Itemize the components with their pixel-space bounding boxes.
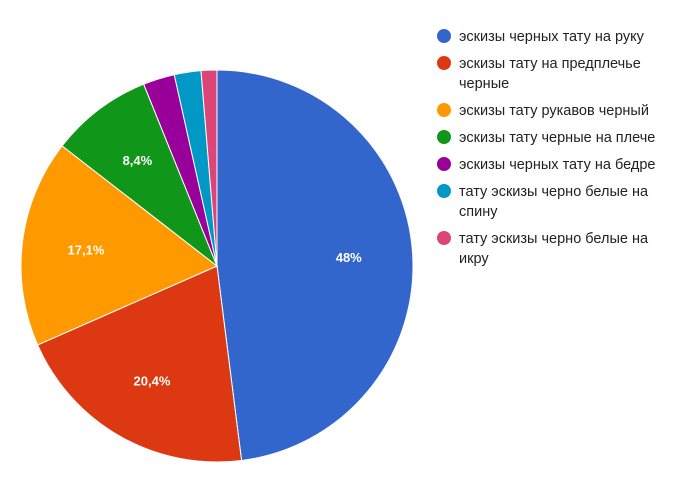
- legend-item-3[interactable]: эскизы тату рукавов черный: [437, 101, 677, 121]
- legend-color-dot: [437, 184, 451, 198]
- legend-item-5[interactable]: эскизы черных тату на бедре: [437, 155, 677, 175]
- legend-label: эскизы тату на предплечье черные: [459, 56, 641, 92]
- legend-item-4[interactable]: эскизы тату черные на плече: [437, 128, 677, 148]
- legend-item-6[interactable]: тату эскизы черно белые на спину: [437, 182, 677, 222]
- legend-label: эскизы тату рукавов черный: [459, 103, 649, 119]
- legend-color-dot: [437, 103, 451, 117]
- pie-slice-1[interactable]: [216, 69, 414, 462]
- legend-color-dot: [437, 29, 451, 43]
- legend-label: эскизы тату черные на плече: [459, 130, 656, 146]
- slice-label-2: 20,4%: [134, 373, 171, 388]
- legend-color-dot: [437, 56, 451, 70]
- legend-color-dot: [437, 130, 451, 144]
- legend-label: эскизы черных тату на руку: [459, 29, 644, 45]
- legend-label: эскизы черных тату на бедре: [459, 157, 656, 173]
- legend-item-7[interactable]: тату эскизы черно белые на икру: [437, 229, 677, 269]
- slice-label-4: 8,4%: [123, 153, 153, 168]
- legend-item-1[interactable]: эскизы черных тату на руку: [437, 27, 677, 47]
- pie-slice-7[interactable]: [200, 69, 218, 267]
- legend-label: тату эскизы черно белые на икру: [459, 231, 649, 267]
- chart-legend: эскизы черных тату на руку эскизы тату на…: [437, 27, 677, 276]
- slice-label-3: 17,1%: [68, 242, 105, 257]
- pie-slices: [20, 69, 414, 463]
- slice-label-1: 48%: [336, 250, 362, 265]
- legend-label: тату эскизы черно белые на спину: [459, 184, 649, 220]
- pie-slice-2[interactable]: [36, 265, 243, 463]
- pie-slice-4[interactable]: [61, 83, 219, 268]
- pie-slice-labels: 48% 20,4% 17,1% 8,4%: [68, 153, 363, 388]
- legend-color-dot: [437, 231, 451, 245]
- pie-slice-3[interactable]: [20, 145, 218, 346]
- legend-color-dot: [437, 157, 451, 171]
- legend-item-2[interactable]: эскизы тату на предплечье черные: [437, 54, 677, 94]
